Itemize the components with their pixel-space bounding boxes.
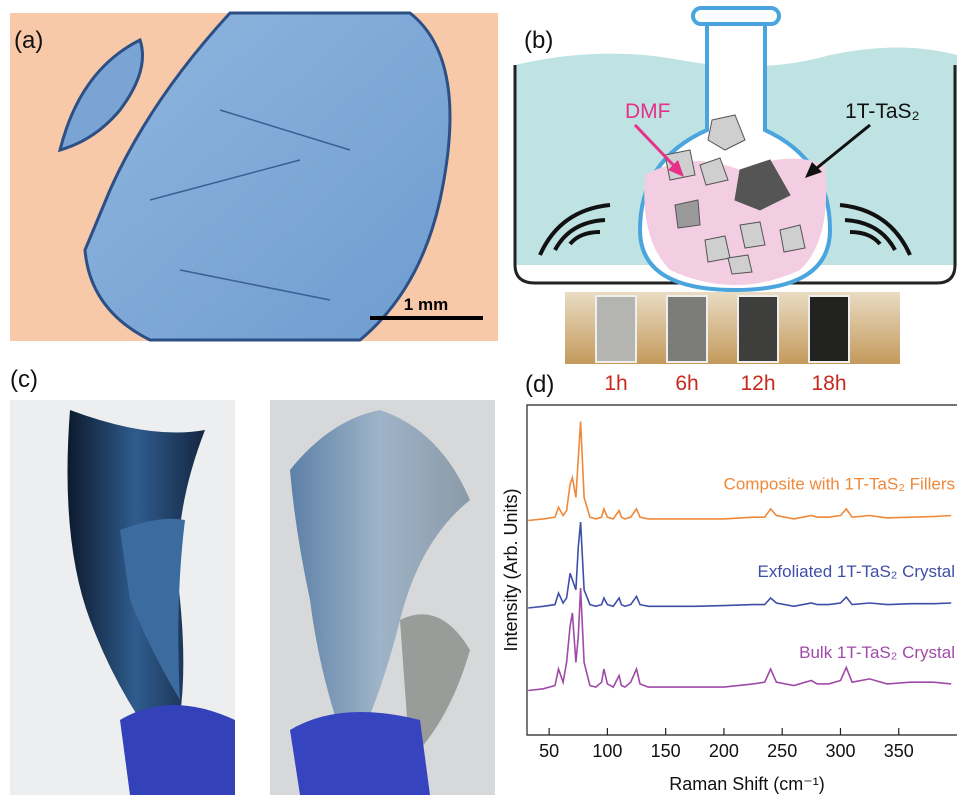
x-tick-label: 200 xyxy=(709,741,739,761)
vial xyxy=(809,296,849,362)
panel-a: (a) 1 mm xyxy=(10,13,498,341)
x-tick-label: 250 xyxy=(767,741,797,761)
spectrum-line xyxy=(528,422,951,521)
flask-neck xyxy=(693,8,779,24)
glove xyxy=(290,712,430,795)
raman-chart: 50 100 150 200 250 300 350 Raman Shift (cm⁻¹) In… xyxy=(501,405,957,794)
solvent-label: DMF xyxy=(625,100,671,123)
scale-bar-label: 1 mm xyxy=(404,295,448,314)
vial xyxy=(667,296,707,362)
figure: (a) 1 mm (b) DMF 1T-TaS₂ xyxy=(0,0,957,805)
x-axis-label: Raman Shift (cm⁻¹) xyxy=(669,774,825,794)
legend-label: Composite with 1T-TaS₂ Fillers xyxy=(724,475,955,494)
panel-d: (d) 50 100 150 200 250 300 350 Raman Shift (cm⁻… xyxy=(501,371,957,794)
panel-c: (c) xyxy=(10,366,495,795)
panel-label: (d) xyxy=(525,371,554,398)
x-tick-label: 100 xyxy=(592,741,622,761)
spectrum-line xyxy=(528,588,951,690)
x-tick-label: 150 xyxy=(651,741,681,761)
legend-label: Bulk 1T-TaS₂ Crystal xyxy=(799,643,955,662)
time-label: 18h xyxy=(811,372,846,395)
time-label: 1h xyxy=(604,372,627,395)
x-tick-label: 300 xyxy=(825,741,855,761)
x-tick-label: 50 xyxy=(539,741,559,761)
panel-label: (c) xyxy=(10,366,38,393)
panel-label: (b) xyxy=(524,27,553,54)
y-axis-label: Intensity (Arb. Units) xyxy=(501,488,521,651)
time-label: 6h xyxy=(675,372,698,395)
x-tick-label: 350 xyxy=(884,741,914,761)
time-label: 12h xyxy=(740,372,775,395)
vial xyxy=(596,296,636,362)
panel-b: (b) DMF 1T-TaS₂ 1h 6h 12h 18h xyxy=(515,8,957,395)
legend-label: Exfoliated 1T-TaS₂ Crystal xyxy=(758,562,955,581)
panel-label: (a) xyxy=(14,27,43,54)
material-label: 1T-TaS₂ xyxy=(845,100,920,123)
glove xyxy=(120,705,235,795)
vial xyxy=(738,296,778,362)
